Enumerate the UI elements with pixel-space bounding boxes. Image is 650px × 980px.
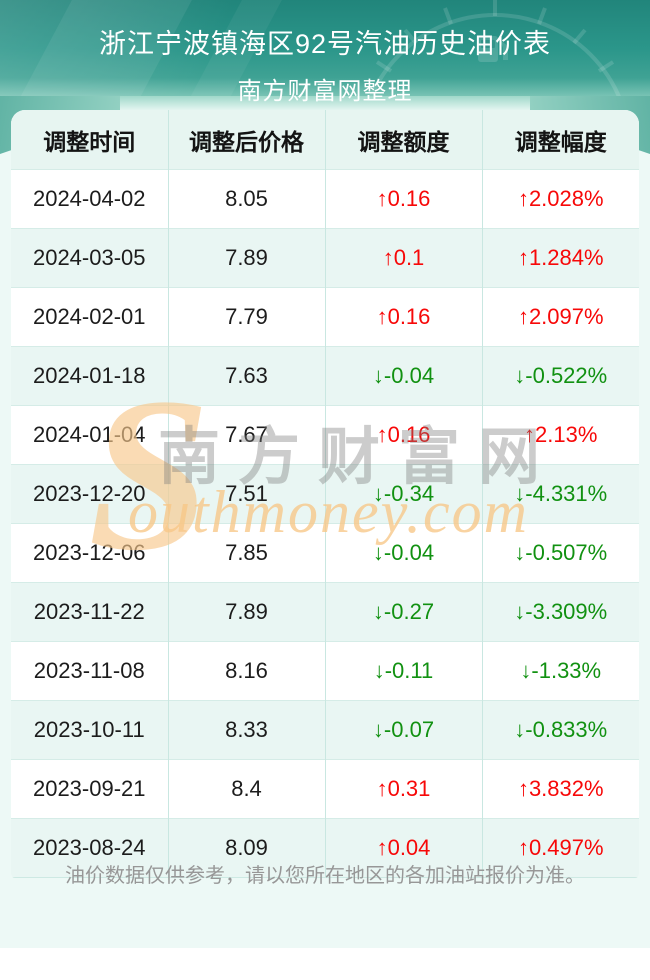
cell-price: 8.33 — [167, 700, 325, 760]
price-table-body: 2024-04-02 8.05 ↑0.16 ↑2.028% 2024-03-05… — [11, 169, 639, 878]
table-row: 2023-08-24 8.09 ↑0.04 ↑0.497% — [11, 818, 639, 878]
page-subtitle: 南方财富网整理 — [237, 78, 413, 105]
cell-date: 2024-01-18 — [11, 346, 168, 406]
cell-change-amount: ↓-0.34 — [324, 464, 482, 524]
cell-price: 8.16 — [167, 641, 325, 701]
cell-date: 2024-02-01 — [11, 287, 168, 347]
header-banner: 浙江宁波镇海区92号汽油历史油价表 南方财富网整理 — [0, 0, 650, 108]
cell-date: 2023-10-11 — [11, 700, 168, 760]
cell-change-percent: ↑2.13% — [481, 405, 639, 465]
cell-change-percent: ↑1.284% — [481, 228, 639, 288]
cell-change-amount: ↑0.16 — [324, 169, 482, 229]
table-row: 2023-12-20 7.51 ↓-0.34 ↓-4.331% — [11, 464, 639, 524]
content-area: 调整时间 调整后价格 调整额度 调整幅度 2024-04-02 8.05 ↑0.… — [0, 96, 650, 948]
cell-change-amount: ↑0.1 — [324, 228, 482, 288]
cell-price: 8.09 — [167, 818, 325, 878]
header-row: 调整时间 调整后价格 调整额度 调整幅度 — [11, 110, 639, 170]
cell-change-amount: ↓-0.07 — [324, 700, 482, 760]
cell-change-percent: ↑2.028% — [481, 169, 639, 229]
cell-date: 2023-12-20 — [11, 464, 168, 524]
wave-decoration-middle — [120, 96, 530, 112]
cell-change-amount: ↑0.16 — [324, 405, 482, 465]
cell-price: 7.51 — [167, 464, 325, 524]
price-table-card: 调整时间 调整后价格 调整额度 调整幅度 2024-04-02 8.05 ↑0.… — [11, 110, 639, 878]
cell-change-percent: ↑0.497% — [481, 818, 639, 878]
cell-change-percent: ↓-1.33% — [481, 641, 639, 701]
cell-price: 7.63 — [167, 346, 325, 406]
cell-change-percent: ↓-0.522% — [481, 346, 639, 406]
cell-date: 2023-11-08 — [11, 641, 168, 701]
cell-change-percent: ↓-4.331% — [481, 464, 639, 524]
cell-date: 2023-09-21 — [11, 759, 168, 819]
table-row: 2023-11-08 8.16 ↓-0.11 ↓-1.33% — [11, 641, 639, 701]
cell-change-percent: ↓-0.833% — [481, 700, 639, 760]
cell-change-amount: ↑0.04 — [324, 818, 482, 878]
cell-price: 8.05 — [167, 169, 325, 229]
fuel-pump-icon — [478, 36, 508, 62]
cell-change-percent: ↓-3.309% — [481, 582, 639, 642]
cell-date: 2023-08-24 — [11, 818, 168, 878]
table-row: 2024-01-18 7.63 ↓-0.04 ↓-0.522% — [11, 346, 639, 406]
table-row: 2023-10-11 8.33 ↓-0.07 ↓-0.833% — [11, 700, 639, 760]
col-header-adjust-time: 调整时间 — [11, 110, 168, 170]
cell-price: 7.67 — [167, 405, 325, 465]
price-table-header: 调整时间 调整后价格 调整额度 调整幅度 — [11, 110, 639, 170]
cell-change-amount: ↓-0.27 — [324, 582, 482, 642]
cell-price: 7.89 — [167, 228, 325, 288]
cell-date: 2024-04-02 — [11, 169, 168, 229]
col-header-price-after: 调整后价格 — [167, 110, 325, 170]
cell-change-percent: ↓-0.507% — [481, 523, 639, 583]
cell-price: 7.85 — [167, 523, 325, 583]
table-row: 2024-04-02 8.05 ↑0.16 ↑2.028% — [11, 169, 639, 229]
disclaimer-note: 油价数据仅供参考，请以您所在地区的各加油站报价为准。 — [65, 865, 585, 887]
col-header-change-pct: 调整幅度 — [481, 110, 639, 170]
table-row: 2024-02-01 7.79 ↑0.16 ↑2.097% — [11, 287, 639, 347]
table-row: 2023-09-21 8.4 ↑0.31 ↑3.832% — [11, 759, 639, 819]
cell-change-amount: ↓-0.04 — [324, 523, 482, 583]
cell-price: 8.4 — [167, 759, 325, 819]
fuel-gauge-graphic — [364, 0, 626, 108]
table-row: 2023-12-06 7.85 ↓-0.04 ↓-0.507% — [11, 523, 639, 583]
cell-change-percent: ↑3.832% — [481, 759, 639, 819]
cell-date: 2023-12-06 — [11, 523, 168, 583]
cell-change-amount: ↓-0.11 — [324, 641, 482, 701]
cell-price: 7.79 — [167, 287, 325, 347]
cell-price: 7.89 — [167, 582, 325, 642]
cell-change-amount: ↑0.31 — [324, 759, 482, 819]
cell-change-amount: ↓-0.04 — [324, 346, 482, 406]
cell-date: 2024-01-04 — [11, 405, 168, 465]
table-row: 2023-11-22 7.89 ↓-0.27 ↓-3.309% — [11, 582, 639, 642]
table-row: 2024-03-05 7.89 ↑0.1 ↑1.284% — [11, 228, 639, 288]
cell-change-percent: ↑2.097% — [481, 287, 639, 347]
cell-date: 2023-11-22 — [11, 582, 168, 642]
page-title: 浙江宁波镇海区92号汽油历史油价表 — [98, 29, 552, 59]
cell-date: 2024-03-05 — [11, 228, 168, 288]
col-header-change-amount: 调整额度 — [324, 110, 482, 170]
price-table: 调整时间 调整后价格 调整额度 调整幅度 2024-04-02 8.05 ↑0.… — [11, 110, 639, 878]
table-row: 2024-01-04 7.67 ↑0.16 ↑2.13% — [11, 405, 639, 465]
cell-change-amount: ↑0.16 — [324, 287, 482, 347]
